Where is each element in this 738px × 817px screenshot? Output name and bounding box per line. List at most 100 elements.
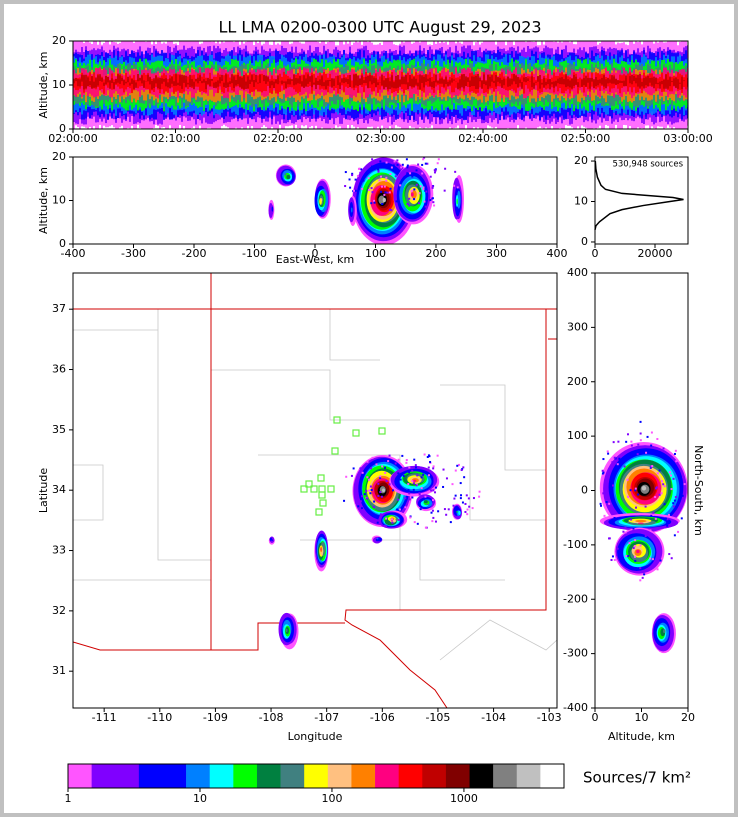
x-tick-label: -100 (242, 247, 267, 260)
density-cell (451, 483, 454, 486)
density-cell (193, 74, 195, 87)
density-cell (437, 80, 439, 84)
density-cell (628, 542, 631, 545)
density-cell (673, 534, 676, 537)
density-cell (400, 166, 403, 169)
density-cell (606, 450, 609, 453)
density-cell (331, 78, 333, 88)
density-cell (656, 568, 659, 571)
density-cell (462, 466, 465, 469)
density-cell (354, 189, 357, 192)
density-cell (379, 76, 381, 90)
density-cell (396, 508, 399, 511)
density-cell (457, 463, 460, 466)
density-cell (649, 466, 652, 469)
density-cell (557, 78, 559, 84)
density-cell (643, 78, 645, 89)
density-cell (659, 559, 662, 562)
density-cell (454, 170, 457, 173)
density-cell (551, 82, 553, 85)
density-cell (93, 72, 95, 89)
density-cell (466, 513, 469, 516)
density-cell (599, 502, 602, 505)
density-cell (641, 576, 644, 579)
density-cell (411, 480, 414, 483)
density-cell (639, 567, 642, 570)
x-tick-label: 20000 (638, 247, 673, 260)
density-cell (207, 77, 209, 84)
density-cell (577, 82, 579, 87)
density-cell (431, 499, 434, 502)
density-cell (449, 80, 451, 85)
density-cell (408, 204, 411, 207)
density-cell (453, 497, 456, 500)
density-cell (121, 75, 123, 89)
density-cell (369, 485, 372, 488)
density-cell (426, 162, 429, 165)
density-cell (373, 201, 376, 204)
density-cell (635, 74, 637, 94)
colorbar-tick-label: 1000 (450, 792, 478, 805)
density-cell (173, 81, 175, 86)
density-cell (650, 431, 653, 434)
density-cell (471, 76, 473, 87)
density-cell (83, 74, 85, 90)
density-cell (360, 497, 363, 500)
density-cell (368, 478, 371, 481)
density-cell (371, 191, 374, 194)
y-axis-label: Altitude, km (37, 167, 50, 234)
density-cell (541, 82, 543, 85)
density-cell (616, 463, 619, 466)
density-cell (295, 78, 297, 85)
density-cell (478, 490, 481, 493)
density-cell (419, 74, 421, 90)
density-contour (635, 519, 647, 523)
color-segment (115, 764, 140, 788)
density-cell (635, 506, 638, 509)
density-cell (591, 77, 593, 82)
density-cell (397, 518, 400, 521)
density-cell (434, 168, 437, 171)
y-tick-label: 31 (52, 664, 66, 677)
density-cell (77, 79, 79, 87)
density-cell (647, 75, 649, 87)
density-cell (396, 177, 399, 180)
density-cell (658, 493, 661, 496)
color-segment (351, 764, 376, 788)
density-cell (385, 161, 388, 164)
y-tick-label: 37 (52, 302, 66, 315)
x-tick-label: 03:00:00 (663, 132, 712, 145)
density-cell (404, 497, 407, 500)
density-cell (433, 80, 435, 88)
density-contour (351, 207, 353, 213)
density-cell (549, 78, 551, 90)
density-cell (377, 82, 379, 86)
density-cell (404, 506, 407, 509)
density-cell (379, 475, 382, 478)
density-cell (610, 558, 613, 561)
density-cell (467, 497, 470, 500)
density-cell (455, 77, 457, 88)
station (319, 499, 327, 507)
color-segment (327, 764, 352, 788)
color-segment (162, 764, 187, 788)
density-cell (654, 517, 657, 520)
density-cell (501, 72, 503, 87)
density-cell (651, 465, 654, 468)
density-cell (237, 74, 239, 85)
density-cell (372, 505, 375, 508)
density-cell (674, 449, 677, 452)
density-cell (349, 186, 352, 189)
x-tick-label: 10 (635, 711, 649, 724)
density-cell (615, 78, 617, 85)
density-cell (203, 73, 205, 92)
density-cell (555, 75, 557, 86)
density-cell (421, 75, 423, 83)
density-cell (281, 80, 283, 85)
density-cell (447, 508, 450, 511)
density-cell (672, 505, 675, 508)
density-cell (651, 558, 654, 561)
color-segment (540, 764, 565, 788)
density-cell (301, 81, 303, 87)
density-cell (343, 74, 345, 93)
